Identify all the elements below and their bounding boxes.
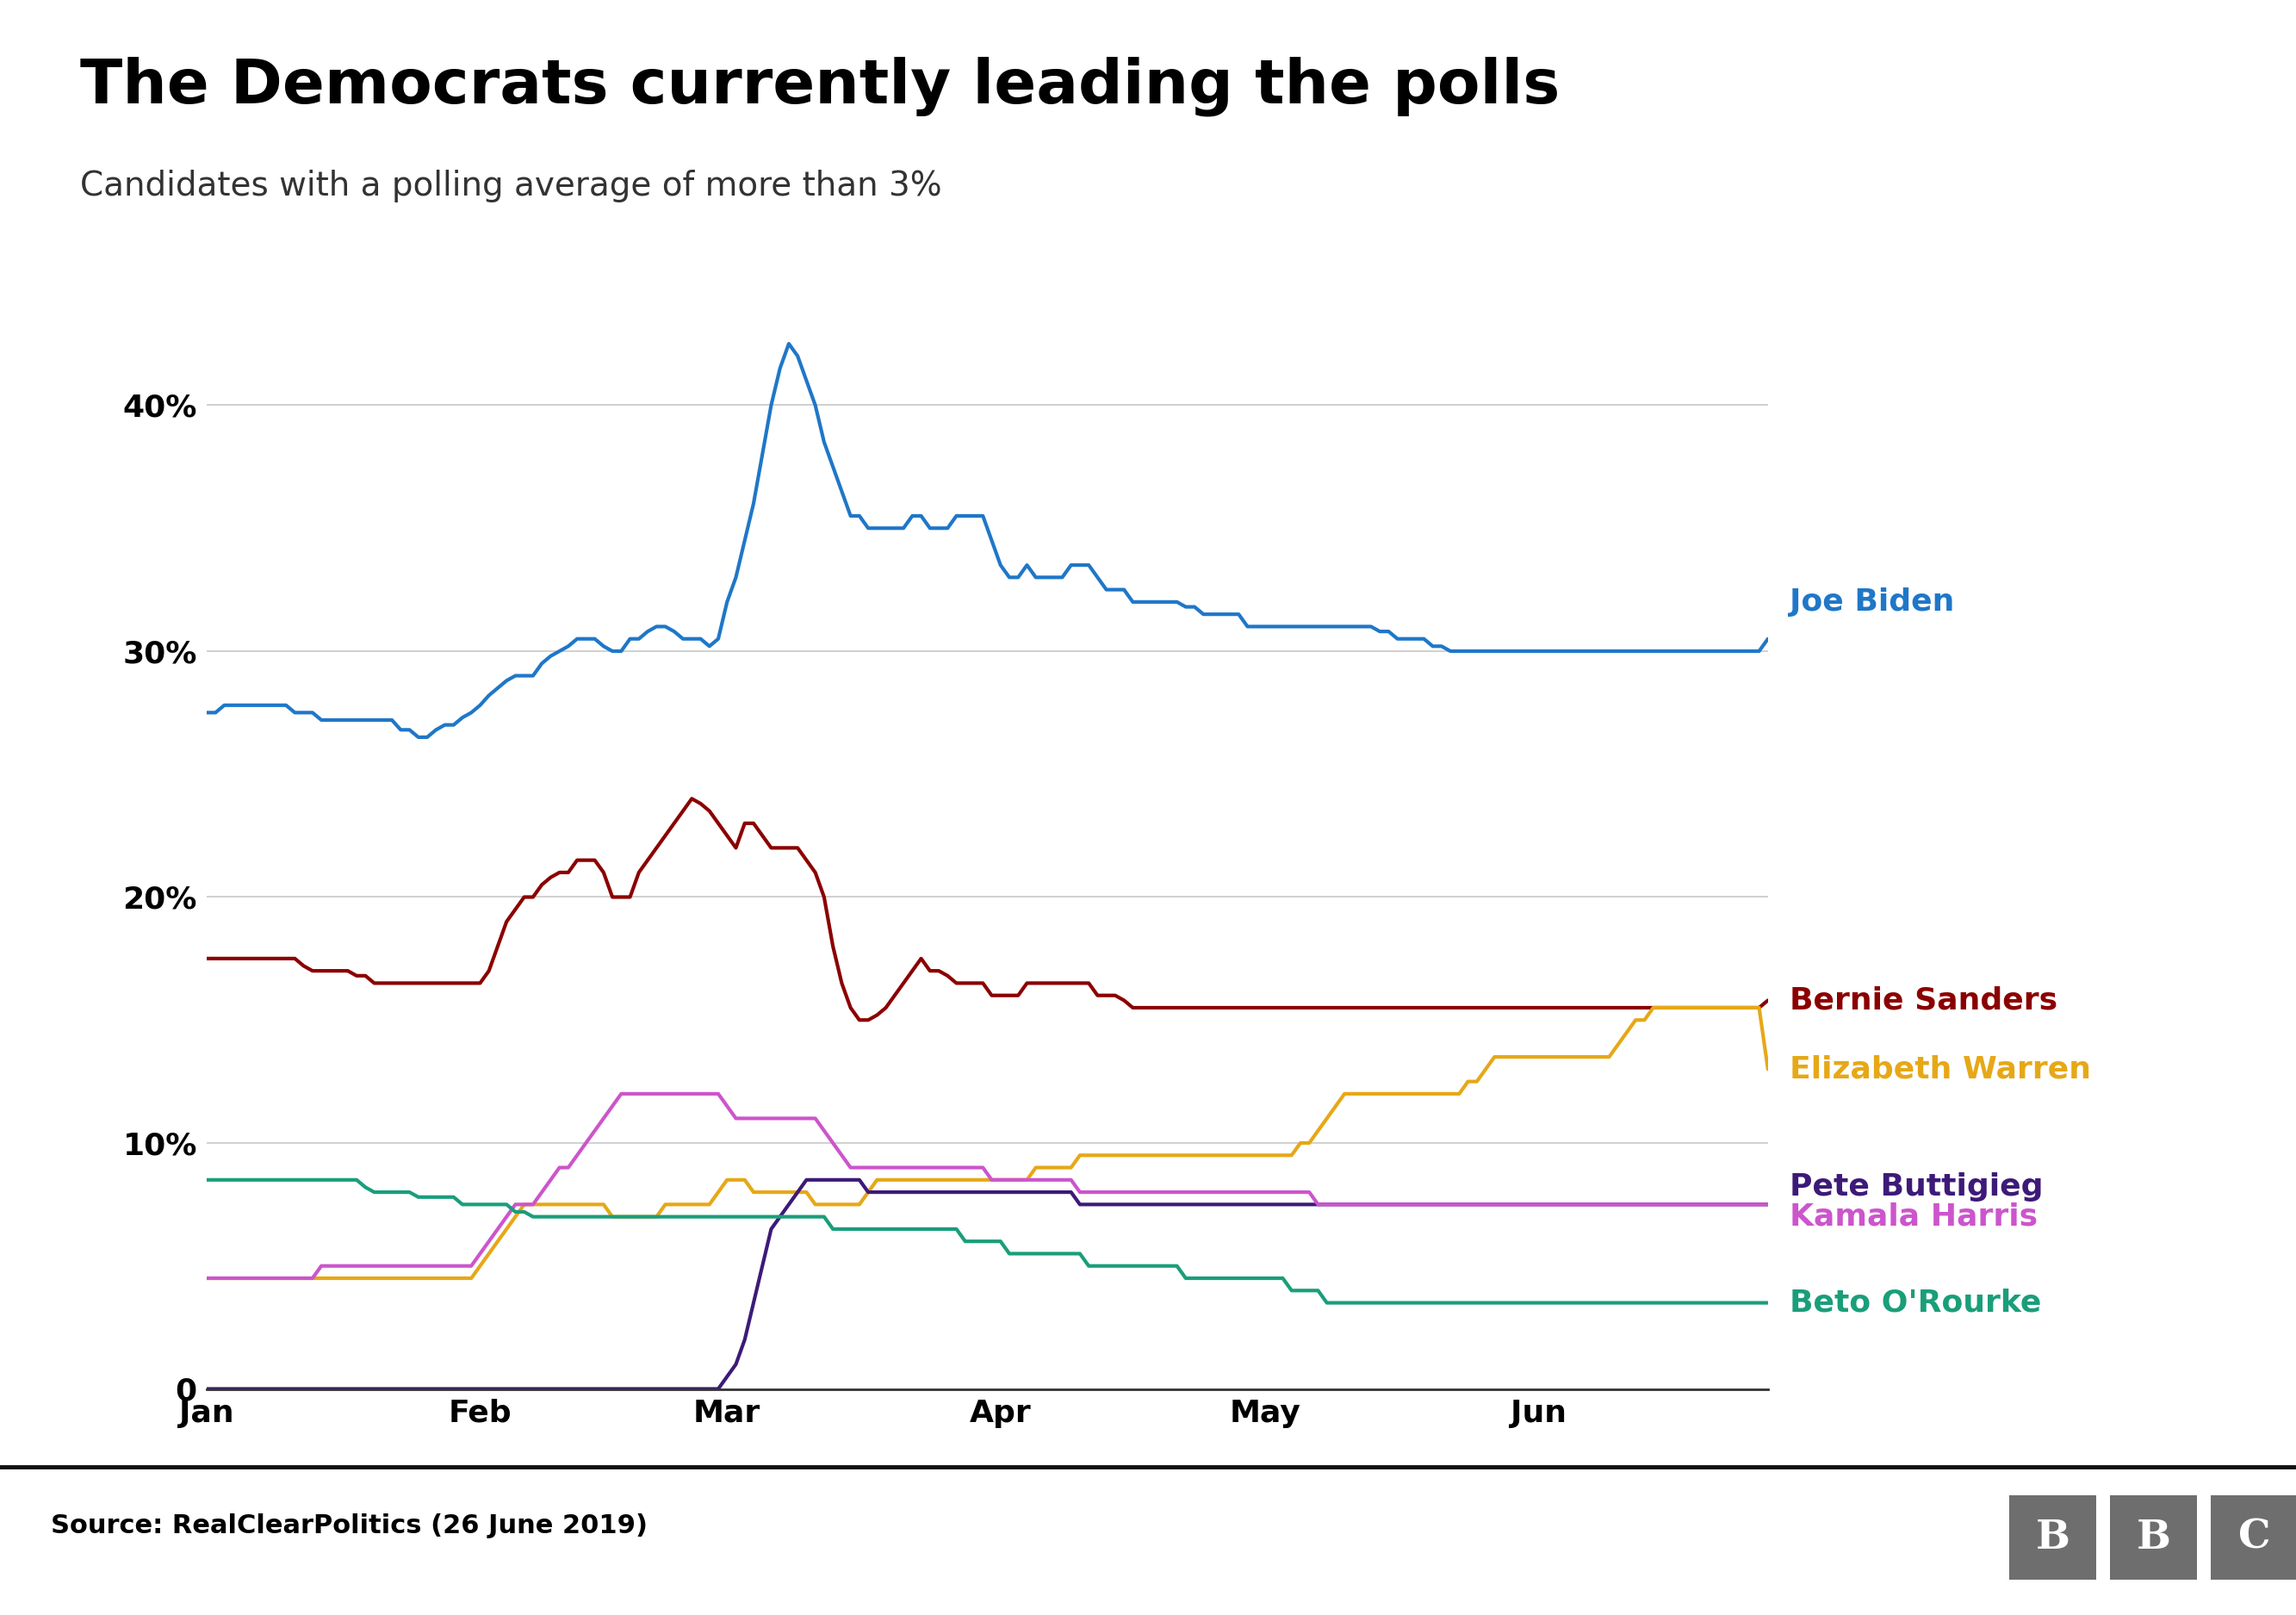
Text: Kamala Harris: Kamala Harris bbox=[1789, 1202, 2037, 1231]
Text: The Democrats currently leading the polls: The Democrats currently leading the poll… bbox=[80, 57, 1561, 116]
Text: Joe Biden: Joe Biden bbox=[1789, 588, 1954, 617]
Text: Candidates with a polling average of more than 3%: Candidates with a polling average of mor… bbox=[80, 170, 941, 202]
Text: B: B bbox=[2135, 1518, 2172, 1557]
Text: B: B bbox=[2034, 1518, 2071, 1557]
Text: C: C bbox=[2239, 1518, 2271, 1557]
Text: Source: RealClearPolitics (26 June 2019): Source: RealClearPolitics (26 June 2019) bbox=[51, 1513, 647, 1539]
Text: Bernie Sanders: Bernie Sanders bbox=[1789, 985, 2057, 1014]
Text: Beto O'Rourke: Beto O'Rourke bbox=[1789, 1289, 2041, 1318]
Text: Pete Buttigieg: Pete Buttigieg bbox=[1789, 1172, 2043, 1202]
Text: Elizabeth Warren: Elizabeth Warren bbox=[1789, 1055, 2092, 1084]
